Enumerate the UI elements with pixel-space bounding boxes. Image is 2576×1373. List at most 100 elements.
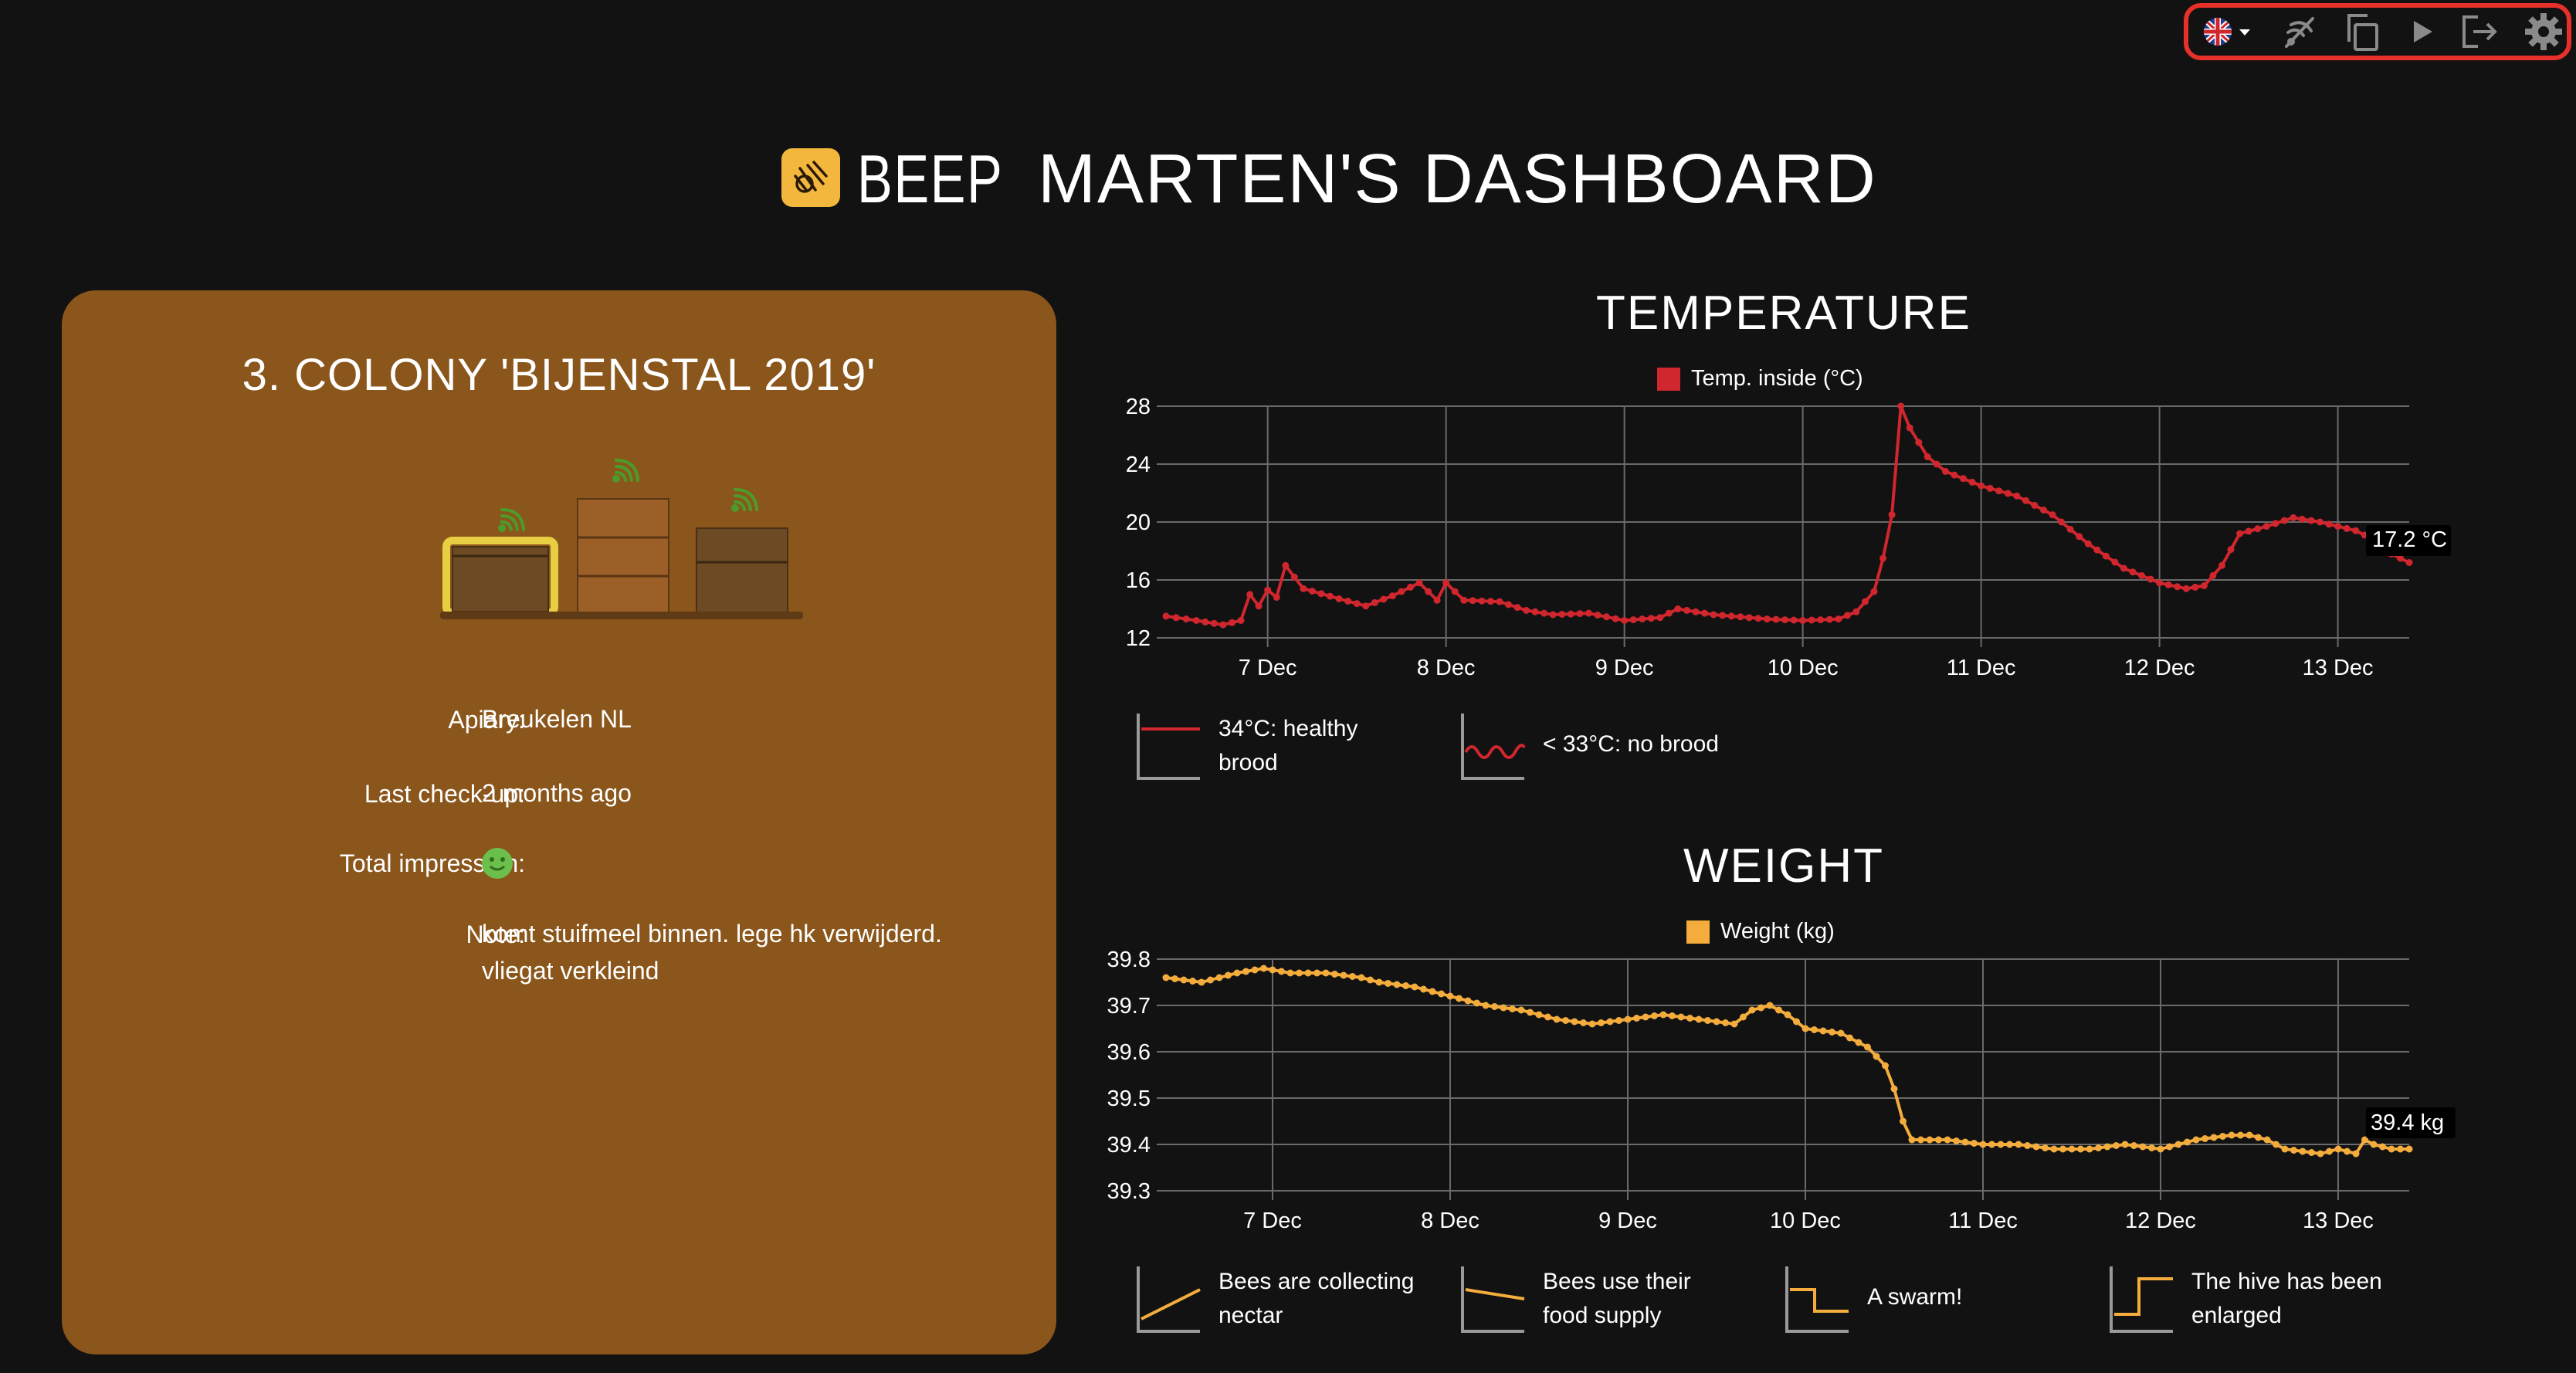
weight-data-point bbox=[1997, 1141, 2005, 1148]
play-button[interactable] bbox=[2406, 8, 2437, 55]
temperature-data-point bbox=[1621, 617, 1629, 624]
weight-data-point bbox=[1722, 1019, 1729, 1026]
no-brood-icon bbox=[1461, 714, 1526, 780]
temperature-data-point bbox=[1674, 605, 1682, 612]
weight-data-point bbox=[1580, 1019, 1587, 1026]
uk-flag-icon bbox=[2204, 18, 2250, 46]
temperature-chart[interactable]: 12 16 20 24 28 7 Dec 8 Dec 9 Dec 10 Dec 11 Dec 12… bbox=[1096, 386, 2456, 695]
hive-middle bbox=[577, 498, 669, 614]
temperature-data-point bbox=[1433, 596, 1441, 604]
temperature-data-point bbox=[1924, 453, 1931, 461]
temperature-data-point bbox=[2405, 559, 2413, 566]
weight-data-point bbox=[1971, 1140, 1978, 1147]
weight-data-point bbox=[1606, 1018, 1614, 1026]
weight-data-point bbox=[1793, 1018, 1800, 1026]
temperature-data-point bbox=[1246, 591, 1254, 598]
temperature-data-point bbox=[1737, 613, 1744, 621]
temperature-data-point bbox=[1541, 609, 1548, 617]
temperature-data-point bbox=[1469, 597, 1476, 605]
temperature-ytick-label: 28 bbox=[1126, 395, 1151, 419]
brand-name[interactable]: BEEP bbox=[857, 141, 1004, 217]
weight-data-point bbox=[1491, 1003, 1498, 1010]
play-icon bbox=[2413, 21, 2432, 42]
note-label: Note: bbox=[466, 920, 525, 948]
temperature-xtick-label: 12 Dec bbox=[2124, 656, 2195, 680]
temperature-xtick-label: 9 Dec bbox=[1595, 656, 1654, 680]
smiley-icon bbox=[482, 848, 513, 879]
temperature-data-point bbox=[2236, 530, 2244, 537]
temperature-data-point bbox=[1639, 615, 1646, 623]
weight-legend[interactable]: Weight (kg) bbox=[1686, 919, 1835, 944]
temperature-data-point bbox=[1719, 612, 1727, 619]
temperature-data-point bbox=[1496, 598, 1503, 605]
weight-data-point bbox=[2192, 1136, 2200, 1144]
settings-button[interactable] bbox=[2523, 8, 2564, 55]
weight-data-point bbox=[1651, 1012, 1658, 1019]
colony-card[interactable]: 3. COLONY 'BIJENSTAL 2019' bbox=[62, 290, 1056, 1354]
temperature-data-point bbox=[2147, 575, 2154, 583]
weight-data-point bbox=[2166, 1143, 2173, 1151]
colony-title: 3. COLONY 'BIJENSTAL 2019' bbox=[242, 350, 876, 400]
copy-button[interactable] bbox=[2343, 8, 2381, 55]
temperature-data-point bbox=[1229, 619, 1235, 626]
weight-data-point bbox=[1935, 1136, 1942, 1144]
weight-explanation-enlarged: The hive has been enlarged bbox=[2108, 1263, 2392, 1336]
weight-xtick-label: 11 Dec bbox=[1948, 1209, 2018, 1233]
weight-data-point bbox=[1695, 1015, 1703, 1023]
weight-data-point bbox=[2317, 1150, 2324, 1158]
weight-data-point bbox=[1730, 1020, 1738, 1028]
weight-data-point bbox=[1642, 1013, 1649, 1021]
temperature-data-point bbox=[1897, 402, 1905, 410]
weight-data-point bbox=[2352, 1150, 2360, 1158]
weight-data-point bbox=[1846, 1034, 1853, 1042]
weight-drop-icon bbox=[1785, 1266, 1849, 1333]
temperature-data-point bbox=[1407, 583, 1414, 591]
weight-falling-icon bbox=[1461, 1266, 1525, 1333]
weight-data-point bbox=[1527, 1009, 1534, 1016]
weight-data-point bbox=[1331, 971, 1338, 978]
language-selector[interactable] bbox=[2202, 8, 2256, 55]
weight-chart[interactable]: 39.3 39.4 39.5 39.6 39.7 39.8 7 Dec 8 Dec 9 Dec… bbox=[1096, 939, 2456, 1248]
temperature-data-point bbox=[2102, 552, 2110, 560]
weight-data-point bbox=[1500, 1004, 1507, 1012]
temperature-data-point bbox=[1701, 609, 1709, 617]
beep-logo-icon[interactable] bbox=[781, 148, 840, 207]
weight-data-point bbox=[2077, 1145, 2084, 1153]
weight-data-point bbox=[1429, 988, 1436, 995]
temperature-data-point bbox=[1870, 588, 1878, 595]
weight-data-point bbox=[1349, 973, 1356, 980]
weight-xtick-label: 7 Dec bbox=[1243, 1209, 1302, 1233]
last-checkup-value[interactable]: 2 months ago bbox=[482, 779, 632, 807]
weight-data-point bbox=[1890, 1085, 1898, 1093]
weight-data-point bbox=[1917, 1136, 1924, 1144]
temperature-data-point bbox=[1915, 439, 1923, 446]
weight-ytick-label: 39.3 bbox=[1107, 1179, 1151, 1204]
hive-illustration bbox=[440, 459, 803, 619]
temperature-data-point bbox=[2325, 520, 2333, 528]
temperature-data-point bbox=[2317, 518, 2323, 526]
logout-button[interactable] bbox=[2461, 8, 2500, 55]
temperature-current-value: 17.2 °C bbox=[2372, 527, 2447, 552]
temperature-legend[interactable]: Temp. inside (°C) bbox=[1657, 366, 1863, 392]
weight-xtick-label: 12 Dec bbox=[2125, 1209, 2196, 1233]
weight-data-point bbox=[1669, 1012, 1676, 1019]
weight-data-point bbox=[1553, 1015, 1561, 1023]
temperature-data-point bbox=[1210, 619, 1218, 627]
temperature-data-point bbox=[2004, 490, 2012, 497]
temperature-data-point bbox=[2254, 525, 2262, 533]
temperature-data-point bbox=[1763, 615, 1771, 623]
weight-data-point bbox=[1304, 969, 1312, 977]
temperature-ytick-label: 16 bbox=[1126, 568, 1151, 593]
temperature-data-point bbox=[2227, 546, 2235, 554]
temperature-data-point bbox=[1754, 615, 1762, 622]
weight-data-point bbox=[1438, 990, 1445, 998]
temperature-data-point bbox=[1237, 617, 1245, 624]
temperature-data-point bbox=[1478, 597, 1486, 605]
weight-data-point bbox=[2344, 1148, 2351, 1155]
note-value: komt stuifmeel binnen. lege hk verwijder… bbox=[482, 920, 942, 985]
page-title: MARTEN'S DASHBOARD bbox=[1038, 141, 1877, 218]
weight-ytick-label: 39.6 bbox=[1107, 1040, 1151, 1065]
temperature-data-point bbox=[1879, 554, 1887, 562]
no-sensor-button[interactable] bbox=[2280, 8, 2319, 55]
temperature-data-point bbox=[2156, 579, 2164, 587]
